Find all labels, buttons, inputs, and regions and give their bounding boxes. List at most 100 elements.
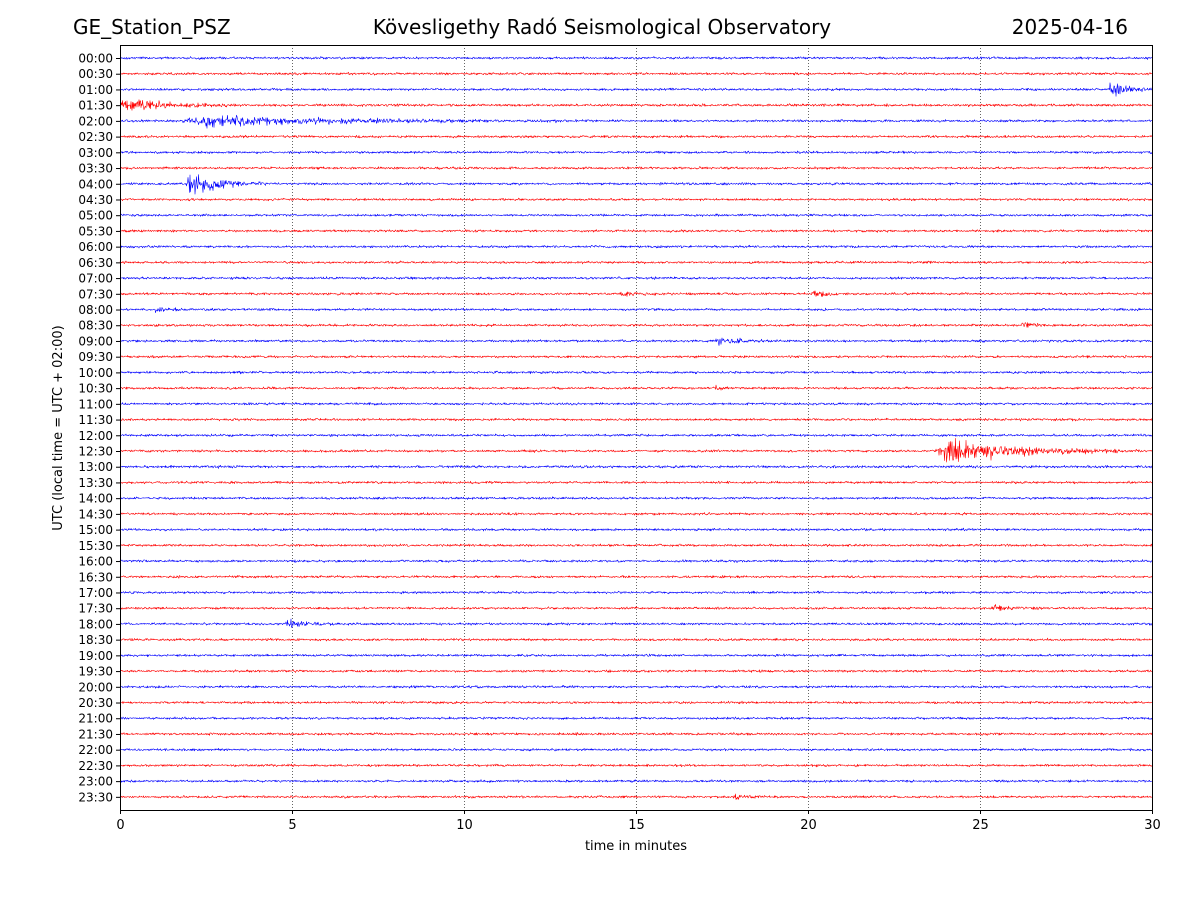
trace-row [119, 637, 1153, 642]
trace-row [119, 747, 1153, 752]
x-tick-label: 10 [456, 818, 473, 833]
chart-date: 2025-04-16 [1011, 15, 1128, 39]
trace-row [119, 700, 1153, 705]
trace-row [119, 793, 1153, 800]
trace-row [119, 402, 1153, 406]
y-tick-label: 02:30 [78, 130, 113, 144]
y-tick-label: 02:00 [78, 114, 113, 128]
trace-row [119, 590, 1152, 595]
trace-row [119, 213, 1153, 217]
y-tick-label: 16:00 [78, 555, 113, 569]
y-tick-label: 10:00 [78, 366, 113, 380]
trace-row [119, 354, 1153, 359]
y-tick-label: 15:30 [78, 539, 113, 553]
y-tick-label: 14:00 [78, 492, 113, 506]
x-tick-label: 25 [972, 818, 989, 833]
x-tick-label: 5 [288, 818, 296, 833]
seismic-traces [119, 56, 1153, 800]
trace-row [119, 464, 1153, 469]
y-tick-label: 11:00 [78, 397, 113, 411]
x-tick-label: 20 [800, 818, 817, 833]
y-tick-label: 11:30 [78, 413, 113, 427]
trace-row [119, 480, 1153, 485]
x-axis-label: time in minutes [585, 839, 687, 854]
y-tick-label: 22:00 [78, 743, 113, 757]
trace-row [119, 433, 1153, 437]
trace-row [119, 653, 1153, 658]
trace-row [119, 166, 1153, 170]
x-tick-label: 0 [116, 818, 124, 833]
y-tick-label: 00:00 [78, 52, 113, 66]
y-tick-label: 03:30 [78, 162, 113, 176]
trace-row [119, 527, 1153, 532]
y-tick-label: 17:00 [78, 586, 113, 600]
trace-row [119, 82, 1153, 97]
trace-row [119, 618, 1153, 628]
chart-title: Kövesligethy Radó Seismological Observat… [372, 15, 832, 39]
x-tick-label: 30 [1144, 818, 1161, 833]
y-tick-label: 12:00 [78, 429, 113, 443]
trace-row [119, 114, 1153, 129]
trace-row [119, 99, 1153, 111]
y-tick-label: 13:30 [78, 476, 113, 490]
y-tick-label: 20:30 [78, 696, 113, 710]
grid-lines [292, 45, 981, 810]
trace-row [119, 290, 1153, 297]
station-name: GE_Station_PSZ [73, 15, 231, 39]
y-tick-label: 08:30 [78, 319, 113, 333]
trace-row [119, 669, 1153, 673]
y-tick-label: 07:30 [78, 287, 113, 301]
trace-row [119, 276, 1153, 280]
trace-row [119, 56, 1153, 60]
y-tick-label: 05:00 [78, 209, 113, 223]
y-tick-label: 06:30 [78, 256, 113, 270]
y-tick-label: 00:30 [78, 67, 113, 81]
y-tick-label: 19:30 [78, 665, 113, 679]
y-tick-label: 18:00 [78, 617, 113, 631]
trace-row [119, 732, 1153, 736]
trace-row [119, 384, 1153, 391]
trace-row [119, 150, 1153, 155]
x-tick-label: 15 [628, 818, 645, 833]
trace-row [119, 337, 1153, 346]
trace-row [119, 260, 1153, 265]
trace-row [119, 307, 1153, 313]
trace-row [119, 763, 1153, 768]
trace-row [119, 574, 1153, 579]
y-tick-label: 03:00 [78, 146, 113, 160]
y-tick-label: 19:00 [78, 649, 113, 663]
trace-row [119, 716, 1153, 720]
y-tick-label: 21:00 [78, 712, 113, 726]
y-tick-label: 13:00 [78, 460, 113, 474]
y-tick-label: 14:30 [78, 507, 113, 521]
y-tick-label: 04:00 [78, 177, 113, 191]
trace-row [119, 197, 1153, 202]
trace-row [119, 512, 1153, 516]
y-tick-label: 01:30 [78, 99, 113, 113]
trace-row [119, 438, 1153, 463]
y-tick-label: 09:00 [78, 334, 113, 348]
y-tick-label: 23:30 [78, 790, 113, 804]
y-tick-label: 22:30 [78, 759, 113, 773]
y-tick-label: 16:30 [78, 570, 113, 584]
trace-row [119, 322, 1153, 328]
trace-row [119, 134, 1153, 139]
trace-row [119, 244, 1153, 249]
y-tick-label: 05:30 [78, 224, 113, 238]
y-tick-label: 08:00 [78, 303, 113, 317]
y-tick-label: 21:30 [78, 727, 113, 741]
trace-row [119, 417, 1153, 422]
y-tick-label: 17:30 [78, 602, 113, 616]
y-tick-label: 07:00 [78, 272, 113, 286]
trace-row [119, 604, 1153, 612]
y-tick-label: 12:30 [78, 445, 113, 459]
y-tick-label: 15:00 [78, 523, 113, 537]
trace-row [119, 496, 1153, 500]
y-tick-label: 18:30 [78, 633, 113, 647]
y-axis-label: UTC (local time = UTC + 02:00) [51, 325, 66, 530]
trace-row [119, 543, 1153, 548]
plot-frame [120, 45, 1153, 811]
trace-row [119, 370, 1153, 375]
